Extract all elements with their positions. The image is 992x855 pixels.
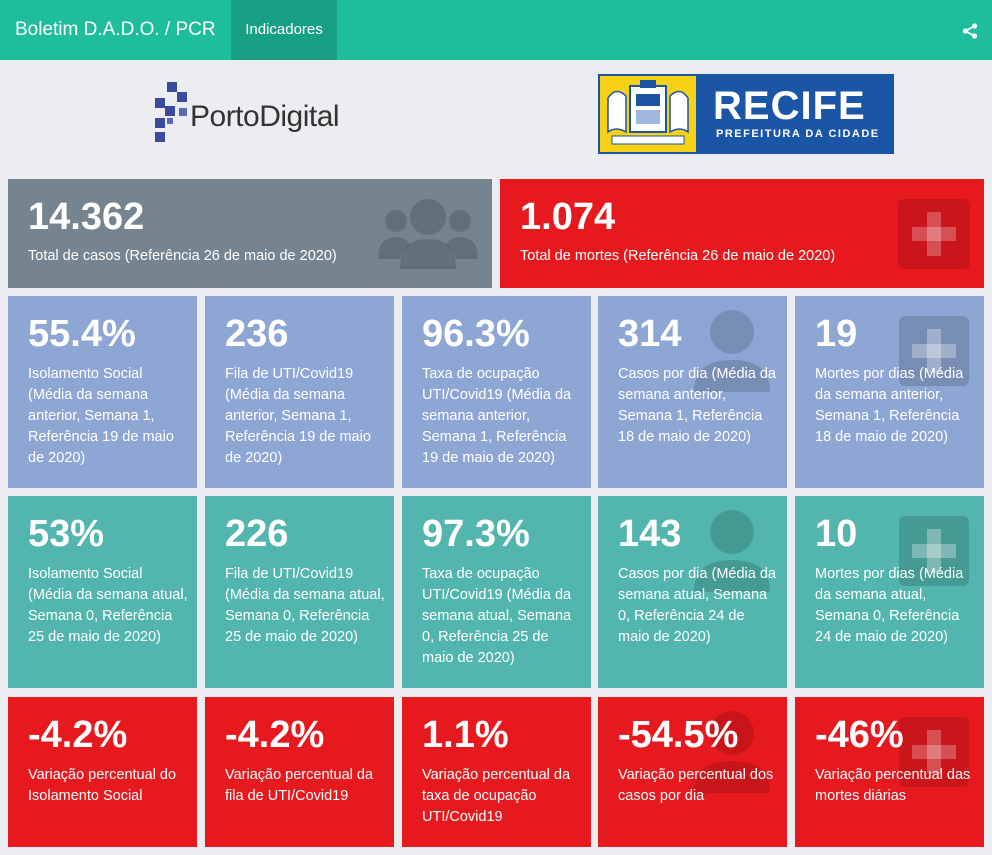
curr-daily-deaths-value: 10 — [815, 513, 858, 555]
user-icon — [694, 310, 770, 392]
total-cases-label: Total de casos (Referência 26 de maio de… — [28, 248, 337, 264]
prev-isolation-value: 55.4% — [28, 313, 136, 355]
total-cases-value: 14.362 — [28, 196, 145, 238]
prev-daily-cases-value: 314 — [618, 313, 682, 355]
var-icu-occupancy-value: 1.1% — [422, 714, 509, 756]
var-isolation-card: -4.2% Variação percentual do Isolamento … — [8, 697, 197, 847]
curr-isolation-value: 53% — [28, 513, 105, 555]
total-cases-card: 14.362 Total de casos (Referência 26 de … — [8, 179, 492, 288]
var-daily-deaths-card: -46% Variação percentual das mortes diár… — [795, 697, 984, 847]
curr-daily-deaths-label: Mortes por dias (Média da semana atual, … — [815, 566, 964, 645]
total-deaths-value: 1.074 — [520, 196, 616, 238]
var-icu-queue-label: Variação percentual da fila de UTI/Covid… — [225, 767, 374, 804]
curr-icu-queue-value: 226 — [225, 513, 289, 555]
curr-daily-cases-card: 143 Casos por dia (Média da semana atual… — [598, 496, 787, 688]
curr-icu-occupancy-card: 97.3% Taxa de ocupação UTI/Covid19 (Médi… — [402, 496, 591, 688]
curr-daily-deaths-card: 10 Mortes por dias (Média da semana atua… — [795, 496, 984, 688]
var-icu-queue-value: -4.2% — [225, 714, 325, 756]
tab-indicadores[interactable]: Indicadores — [231, 0, 337, 60]
curr-icu-queue-label: Fila de UTI/Covid19 (Média da semana atu… — [225, 566, 385, 645]
prev-icu-occupancy-card: 96.3% Taxa de ocupação UTI/Covid19 (Médi… — [402, 296, 591, 488]
var-daily-cases-label: Variação percentual dos casos por dia — [618, 767, 774, 804]
prev-icu-occupancy-value: 96.3% — [422, 313, 530, 355]
recife-coat-of-arms-icon — [600, 76, 696, 152]
logos-banner: PortoDigital RECIFE PREFEITURA DA CIDADE — [8, 68, 984, 172]
var-daily-deaths-label: Variação percentual das mortes diárias — [815, 767, 971, 804]
porto-digital-mark-icon — [155, 82, 187, 142]
brand-title[interactable]: Boletim D.A.D.O. / PCR — [15, 19, 216, 40]
prev-daily-deaths-value: 19 — [815, 313, 858, 355]
var-icu-occupancy-label: Variação percentual da taxa de ocupação … — [422, 767, 571, 825]
prev-icu-occupancy-label: Taxa de ocupação UTI/Covid19 (Média da s… — [422, 366, 572, 466]
plus-square-icon — [899, 516, 969, 586]
prev-isolation-label: Isolamento Social (Média da semana anter… — [28, 366, 174, 466]
curr-icu-queue-card: 226 Fila de UTI/Covid19 (Média da semana… — [205, 496, 394, 688]
curr-icu-occupancy-label: Taxa de ocupação UTI/Covid19 (Média da s… — [422, 566, 572, 666]
prev-isolation-card: 55.4% Isolamento Social (Média da semana… — [8, 296, 197, 488]
recife-logo: RECIFE PREFEITURA DA CIDADE — [598, 74, 894, 154]
prev-daily-cases-card: 314 Casos por dia (Média da semana anter… — [598, 296, 787, 488]
var-daily-cases-value: -54.5% — [618, 714, 739, 756]
plus-square-icon — [899, 316, 969, 386]
curr-isolation-card: 53% Isolamento Social (Média da semana a… — [8, 496, 197, 688]
recife-subtitle: PREFEITURA DA CIDADE — [716, 128, 880, 140]
plus-square-icon — [899, 717, 969, 787]
var-icu-queue-card: -4.2% Variação percentual da fila de UTI… — [205, 697, 394, 847]
total-deaths-card: 1.074 Total de mortes (Referência 26 de … — [500, 179, 984, 288]
curr-icu-occupancy-value: 97.3% — [422, 513, 530, 555]
curr-daily-cases-value: 143 — [618, 513, 682, 555]
users-icon — [378, 199, 478, 269]
curr-daily-cases-label: Casos por dia (Média da semana atual, Se… — [618, 566, 776, 645]
var-daily-deaths-value: -46% — [815, 714, 904, 756]
prev-daily-deaths-card: 19 Mortes por dias (Média da semana ante… — [795, 296, 984, 488]
prev-daily-cases-label: Casos por dia (Média da semana anterior,… — [618, 366, 776, 445]
total-deaths-label: Total de mortes (Referência 26 de maio d… — [520, 248, 836, 264]
porto-digital-wordmark: PortoDigital — [190, 100, 340, 133]
curr-isolation-label: Isolamento Social (Média da semana atual… — [28, 566, 188, 645]
prev-icu-queue-label: Fila de UTI/Covid19 (Média da semana ant… — [225, 366, 371, 466]
var-isolation-value: -4.2% — [28, 714, 128, 756]
prev-icu-queue-value: 236 — [225, 313, 289, 355]
var-daily-cases-card: -54.5% Variação percentual dos casos por… — [598, 697, 787, 847]
porto-digital-logo: PortoDigital — [155, 82, 365, 144]
recife-title: RECIFE — [713, 84, 866, 128]
var-isolation-label: Variação percentual do Isolamento Social — [28, 767, 177, 804]
prev-icu-queue-card: 236 Fila de UTI/Covid19 (Média da semana… — [205, 296, 394, 488]
user-icon — [694, 510, 770, 592]
prev-daily-deaths-label: Mortes por dias (Média da semana anterio… — [815, 366, 964, 445]
plus-square-icon — [898, 199, 970, 269]
user-icon — [694, 711, 770, 793]
var-icu-occupancy-card: 1.1% Variação percentual da taxa de ocup… — [402, 697, 591, 847]
top-navbar: Boletim D.A.D.O. / PCR Indicadores — [0, 0, 992, 60]
share-icon[interactable] — [962, 23, 978, 39]
